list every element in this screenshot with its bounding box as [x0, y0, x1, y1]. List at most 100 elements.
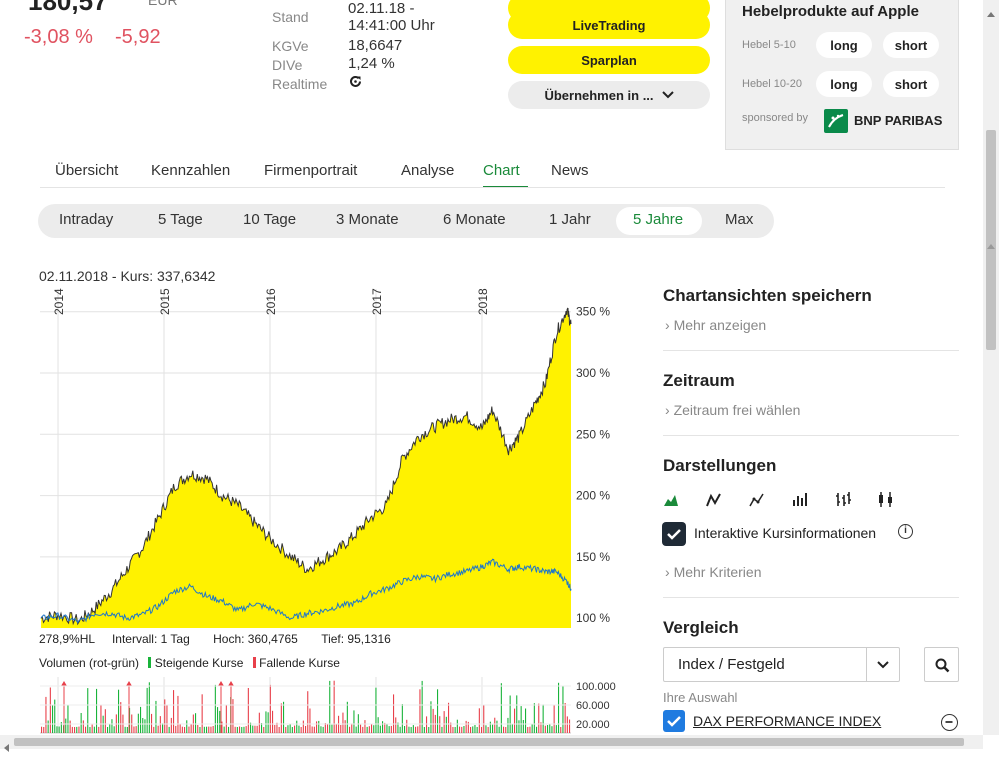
uebernehmen-dropdown[interactable]: Übernehmen in ... [508, 81, 710, 109]
check-icon [667, 716, 681, 727]
sparplan-button[interactable]: Sparplan [508, 46, 710, 74]
mehr-kriterien-link[interactable]: › Mehr Kriterien [665, 564, 761, 580]
y-tick-label: 350 % [576, 305, 610, 319]
vertical-scroll-thumb[interactable] [986, 130, 996, 350]
volume-bar [476, 727, 478, 733]
hebel-1-long-button[interactable]: long [816, 32, 872, 58]
bar-chart-icon[interactable] [793, 493, 807, 506]
refresh-icon[interactable] [348, 74, 363, 94]
period-6-monate[interactable]: 6 Monate [443, 211, 506, 228]
price-chart[interactable]: 2014 2015 2016 2017 2018 350 % 300 % 250 % 200 … [38, 285, 628, 735]
remove-circle-icon[interactable] [941, 714, 958, 731]
horizontal-scroll-thumb[interactable] [14, 738, 964, 746]
volume-bar [142, 718, 144, 733]
zeitraum-title: Zeitraum [663, 371, 735, 390]
volume-bar [349, 726, 351, 733]
volume-bar [520, 706, 522, 733]
volume-bar [496, 720, 498, 733]
volume-bar [489, 721, 491, 733]
volume-bar [195, 713, 197, 733]
vertical-scrollbar[interactable] [983, 0, 999, 735]
period-max[interactable]: Max [725, 211, 754, 228]
tab-news[interactable]: News [551, 162, 589, 179]
volume-bar [241, 727, 243, 733]
volume-bar [368, 726, 370, 733]
scroll-up-icon[interactable] [987, 4, 995, 22]
volume-bar [503, 726, 505, 733]
tab-kennzahlen[interactable]: Kennzahlen [151, 162, 231, 179]
tab-chart[interactable]: Chart [483, 162, 520, 179]
kgve-value: 18,6647 [348, 37, 403, 54]
volume-peak-arrow [228, 681, 234, 686]
info-icon[interactable]: i [898, 524, 913, 539]
active-period-pill [616, 207, 702, 235]
sponsor-name[interactable]: BNP PARIBAS [854, 113, 943, 128]
volume-bar [280, 703, 282, 733]
volume-bar [146, 687, 148, 733]
zeitraum-link[interactable]: › Zeitraum frei wählen [665, 402, 800, 418]
volume-bar [566, 716, 568, 733]
hebel-2-short-button[interactable]: short [883, 71, 939, 97]
volume-bar [443, 711, 445, 733]
line-dots-chart-icon[interactable] [749, 493, 764, 507]
area-chart-icon[interactable] [664, 495, 678, 506]
period-5-jahre[interactable]: 5 Jahre [633, 211, 684, 228]
volume-bar [327, 724, 329, 733]
hebel-2-long-button[interactable]: long [816, 71, 872, 97]
volume-bar [360, 724, 362, 733]
volume-bar [421, 680, 423, 733]
volume-bar [201, 694, 203, 733]
ohlc-chart-icon[interactable] [836, 492, 851, 506]
volume-bar [313, 726, 315, 733]
volume-bar [377, 717, 379, 733]
period-1-jahr[interactable]: 1 Jahr [549, 211, 591, 228]
volume-bar [386, 724, 388, 733]
volume-tick-label: 20.000 [576, 719, 610, 731]
compare-select[interactable]: Index / Festgeld [663, 647, 900, 682]
volume-bar [340, 725, 342, 733]
line-chart-icon[interactable] [706, 493, 721, 507]
volume-bar [212, 726, 214, 733]
tab-firmenportrait[interactable]: Firmenportrait [264, 162, 358, 179]
volume-bar [258, 712, 260, 733]
livetrading-button[interactable]: LiveTrading [508, 11, 710, 39]
x-tick-label: 2018 [476, 288, 490, 315]
dax-index-link[interactable]: DAX PERFORMANCE INDEX [693, 713, 882, 729]
tab-uebersicht[interactable]: Übersicht [55, 162, 119, 179]
hebel-1-short-button[interactable]: short [883, 32, 939, 58]
volume-bar [274, 725, 276, 733]
volume-bar [333, 680, 335, 733]
dax-checkbox[interactable] [663, 710, 685, 732]
period-3-monate[interactable]: 3 Monate [336, 211, 399, 228]
candlestick-chart-icon[interactable] [879, 492, 892, 507]
volume-bar [190, 723, 192, 733]
volume-bar [175, 725, 177, 733]
scroll-left-icon[interactable] [3, 739, 9, 757]
volume-bar [487, 727, 489, 733]
tab-analyse[interactable]: Analyse [401, 162, 455, 179]
period-5-tage[interactable]: 5 Tage [158, 211, 203, 228]
chevron-down-icon [661, 91, 674, 99]
volume-bar [450, 722, 452, 733]
volume-bar [478, 708, 480, 733]
volume-bar [76, 726, 78, 733]
volume-bar [302, 720, 304, 733]
volume-bar [109, 723, 111, 733]
period-intraday[interactable]: Intraday [59, 211, 114, 228]
y-tick-label: 100 % [576, 611, 610, 625]
volume-bar [148, 682, 150, 733]
volume-bar [335, 724, 337, 733]
period-10-tage[interactable]: 10 Tage [243, 211, 297, 228]
compare-search-button[interactable] [924, 647, 959, 682]
volume-bar [527, 727, 529, 733]
volume-bar [529, 726, 531, 733]
mehr-anzeigen-link[interactable]: › Mehr anzeigen [665, 317, 766, 333]
volume-bar [461, 726, 463, 733]
volume-bar [170, 717, 172, 733]
volume-bar [272, 710, 274, 733]
volume-bar [560, 727, 562, 733]
volume-bar [470, 727, 472, 733]
interactive-checkbox[interactable] [662, 522, 686, 546]
compare-select-value: Index / Festgeld [678, 656, 785, 673]
volume-bar [60, 722, 62, 733]
